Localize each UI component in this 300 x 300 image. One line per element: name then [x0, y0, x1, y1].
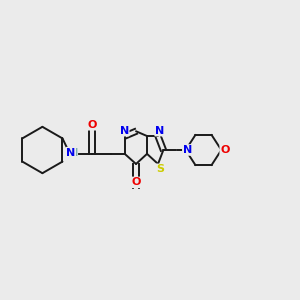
Text: N: N — [119, 126, 129, 136]
Text: S: S — [156, 164, 164, 174]
Text: H: H — [69, 148, 77, 158]
Text: O: O — [87, 120, 97, 130]
Text: O: O — [131, 177, 141, 188]
Text: N: N — [155, 126, 164, 136]
Text: N: N — [66, 148, 76, 158]
Text: O: O — [220, 145, 230, 155]
Text: N: N — [183, 145, 192, 155]
